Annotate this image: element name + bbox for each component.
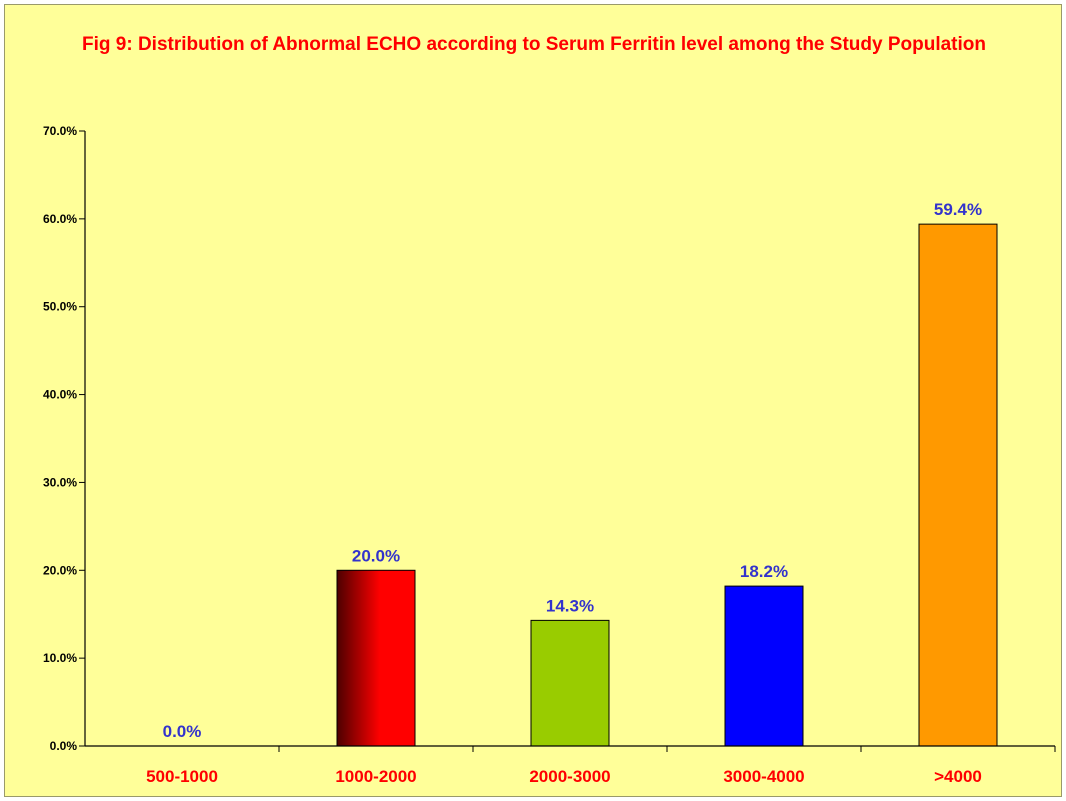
y-tick-label: 40.0%	[43, 388, 77, 402]
x-tick-label: 500-1000	[146, 767, 218, 786]
data-label: 20.0%	[352, 546, 400, 565]
data-label: 14.3%	[546, 596, 594, 615]
chart-frame: Fig 9: Distribution of Abnormal ECHO acc…	[4, 4, 1062, 797]
x-tick-label: 1000-2000	[335, 767, 416, 786]
data-label: 0.0%	[163, 722, 202, 741]
y-tick-label: 30.0%	[43, 475, 77, 489]
data-label: 59.4%	[934, 200, 982, 219]
bar-1000-2000	[336, 569, 416, 747]
chart-title: Fig 9: Distribution of Abnormal ECHO acc…	[82, 34, 986, 55]
y-tick-label: 60.0%	[43, 212, 77, 226]
y-tick-label: 20.0%	[43, 563, 77, 577]
bar-3000-4000	[724, 585, 804, 747]
y-tick-label: 50.0%	[43, 300, 77, 314]
bar-chart: 0.0% 500-1000 20.0% 1000-2000 14.3% 2000-3000…	[43, 124, 1056, 786]
y-tick-label: 10.0%	[43, 651, 77, 665]
data-label: 18.2%	[740, 562, 788, 581]
x-tick-label: 3000-4000	[723, 767, 804, 786]
y-tick-label: 70.0%	[43, 124, 77, 138]
x-tick-label: >4000	[934, 767, 982, 786]
y-tick-label: 0.0%	[50, 739, 78, 753]
x-tick-label: 2000-3000	[529, 767, 610, 786]
bar-2000-3000	[530, 619, 610, 747]
bar-4000	[918, 223, 998, 747]
